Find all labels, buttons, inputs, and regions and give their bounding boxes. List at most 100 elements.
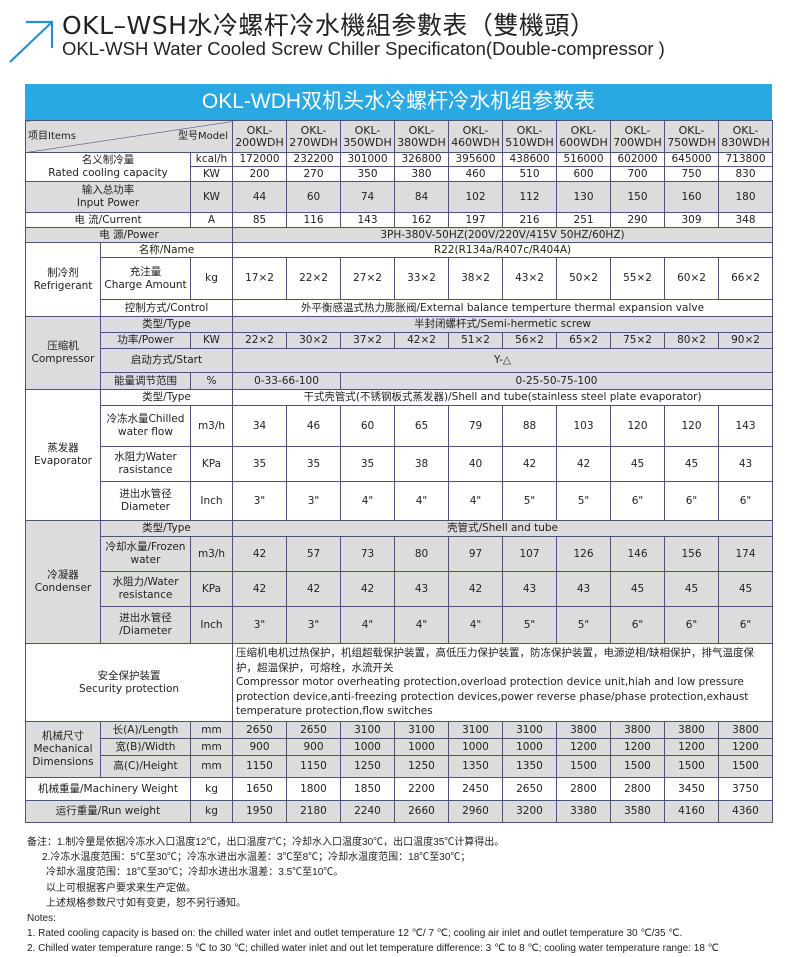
value-cell: 42 bbox=[232, 536, 287, 572]
cell-text: 1150 bbox=[300, 760, 327, 772]
cell-text: 174 bbox=[735, 547, 756, 560]
group-label: 蒸发器 Evaporator bbox=[25, 389, 101, 521]
cell-text: 启动方式/Start bbox=[130, 354, 203, 366]
value-cell: 750 bbox=[664, 166, 719, 182]
cell-text: 3PH-380V-50HZ(200V/220V/415V 50HZ/60HZ) bbox=[380, 228, 625, 241]
cell-text: Compressor motor overheating protection,… bbox=[236, 676, 749, 718]
cell-text: 能量调节范围 bbox=[114, 374, 177, 387]
cell-text: 35 bbox=[252, 457, 267, 470]
table-row: 能量调节范围% 0-33-66-100 0-25-50-75-100 bbox=[26, 372, 773, 390]
value-cell: 116 bbox=[286, 212, 341, 228]
value-cell: 3PH-380V-50HZ(200V/220V/415V 50HZ/60HZ) bbox=[232, 227, 773, 243]
cell-text: OKL- bbox=[246, 123, 273, 137]
table-row: 机械尺寸 Mechanical Dimensions 长(A)/Length mm 265… bbox=[25, 721, 773, 778]
cell-text: 3800 bbox=[624, 723, 651, 736]
cell-text: kg bbox=[205, 272, 218, 284]
cell-text: 45 bbox=[738, 582, 753, 595]
cell-text: 4160 bbox=[678, 805, 705, 817]
note-cn-3: 冷却水温度范围：18℃至30℃；冷却水进出水温差：3.5℃至10℃。 bbox=[46, 867, 344, 879]
value-cell: 42×2 bbox=[394, 332, 449, 349]
cell-text: Refrigerant bbox=[33, 279, 93, 292]
unit-cell: A bbox=[190, 212, 233, 228]
cell-text: 6" bbox=[685, 618, 698, 631]
cell-text: 6" bbox=[685, 494, 698, 507]
value-cell: 160 bbox=[664, 181, 719, 213]
value-cell: 2660 bbox=[394, 800, 449, 823]
cell-text: 17×2 bbox=[245, 272, 274, 284]
cell-text: 42 bbox=[576, 457, 591, 470]
cell-text: 146 bbox=[627, 547, 648, 560]
value-cell: 35 bbox=[232, 446, 287, 482]
spec-table-container: OKL-WDH双机头水冷螺杆冷水机组参数表 项目Items 型号Model OKL-… bbox=[25, 84, 773, 823]
value-cell: 外平衡感温式热力膨胀阀/External balance temperture … bbox=[232, 299, 773, 317]
cell-text: 2180 bbox=[300, 805, 327, 817]
cell-text: 160 bbox=[681, 190, 702, 203]
value-cell: 60 bbox=[340, 405, 395, 447]
cell-text: 45 bbox=[630, 582, 645, 595]
cell-text: 45 bbox=[684, 582, 699, 595]
value-cell: 0-33-66-100 bbox=[232, 372, 341, 390]
value-cell: 1500 bbox=[610, 755, 665, 778]
cell-text: mm bbox=[201, 760, 222, 772]
cell-text: 180 bbox=[735, 190, 756, 203]
cell-text: 309 bbox=[681, 213, 702, 226]
cell-text: 60 bbox=[306, 190, 321, 203]
value-cell: 348 bbox=[718, 212, 773, 228]
cell-text: 713800 bbox=[725, 153, 766, 166]
value-cell: Y-△ bbox=[232, 348, 773, 373]
cell-text: 3450 bbox=[678, 782, 705, 795]
row-label: 启动方式/Start bbox=[100, 348, 233, 373]
cell-text: 270WDH bbox=[289, 135, 338, 149]
value-cell: 66×2 bbox=[718, 257, 773, 300]
value-cell: 350 bbox=[340, 166, 395, 182]
cell-text: 蒸发器 bbox=[47, 442, 79, 454]
value-cell: 380 bbox=[394, 166, 449, 182]
cell-text: 电 源/Power bbox=[99, 228, 159, 241]
value-cell: 309 bbox=[664, 212, 719, 228]
cell-text: 66×2 bbox=[731, 272, 760, 284]
value-cell: 900 bbox=[286, 738, 341, 756]
cell-text: 运行重量/Run weight bbox=[55, 805, 161, 817]
unit-cell: KW bbox=[190, 181, 233, 213]
model-header-cell: OKL- 350WDH bbox=[340, 120, 395, 153]
cell-text: OKL- bbox=[300, 123, 327, 137]
cell-text: 34 bbox=[252, 419, 267, 432]
value-cell: 3200 bbox=[502, 800, 557, 823]
value-cell: 1250 bbox=[394, 755, 449, 778]
value-cell: 3450 bbox=[664, 777, 719, 801]
value-cell: 112 bbox=[502, 181, 557, 213]
value-cell: 1150 bbox=[232, 755, 287, 778]
cell-text: 43 bbox=[522, 582, 537, 595]
value-cell: 3100 bbox=[502, 721, 557, 739]
model-header-cell: OKL- 200WDH bbox=[232, 120, 287, 153]
value-cell: 1350 bbox=[502, 755, 557, 778]
value-cell: 2650 bbox=[502, 777, 557, 801]
table-row: 制冷剂 Refrigerant 名称/Name R22(R134a/R407c/R40… bbox=[25, 242, 773, 317]
cell-text: 1000 bbox=[462, 740, 489, 753]
value-cell: 1200 bbox=[664, 738, 719, 756]
value-cell: 46 bbox=[286, 405, 341, 447]
cell-text: 350 bbox=[357, 167, 378, 180]
unit-cell: kg bbox=[190, 257, 233, 300]
cell-text: 33×2 bbox=[407, 272, 436, 284]
cell-text: 73 bbox=[360, 547, 375, 560]
cell-text: 57 bbox=[306, 547, 321, 560]
cell-text: 45 bbox=[684, 457, 699, 470]
table-row: 宽(B)/Width mm 900 900 1000 1000 1000 1000 1200 12… bbox=[26, 738, 773, 756]
value-cell: 2960 bbox=[448, 800, 503, 823]
cell-text: 900 bbox=[303, 740, 324, 753]
unit-cell: mm bbox=[190, 738, 233, 756]
cell-text: 84 bbox=[414, 190, 429, 203]
unit-cell: KPa bbox=[190, 446, 233, 482]
cell-text: 750 bbox=[681, 167, 702, 180]
cell-text: 2240 bbox=[354, 805, 381, 817]
cell-text: 3800 bbox=[678, 723, 705, 736]
cell-text: 348 bbox=[735, 213, 756, 226]
model-header-cell: OKL- 600WDH bbox=[556, 120, 611, 153]
cell-text: 3100 bbox=[354, 723, 381, 736]
table-row: 机械重量/Machinery Weight kg 1650 1800 1850 2200 2… bbox=[25, 777, 773, 801]
cell-text: 326800 bbox=[401, 153, 442, 166]
cell-text: 1500 bbox=[732, 760, 759, 772]
value-cell: 4" bbox=[340, 606, 395, 644]
cell-text: 510 bbox=[519, 167, 540, 180]
